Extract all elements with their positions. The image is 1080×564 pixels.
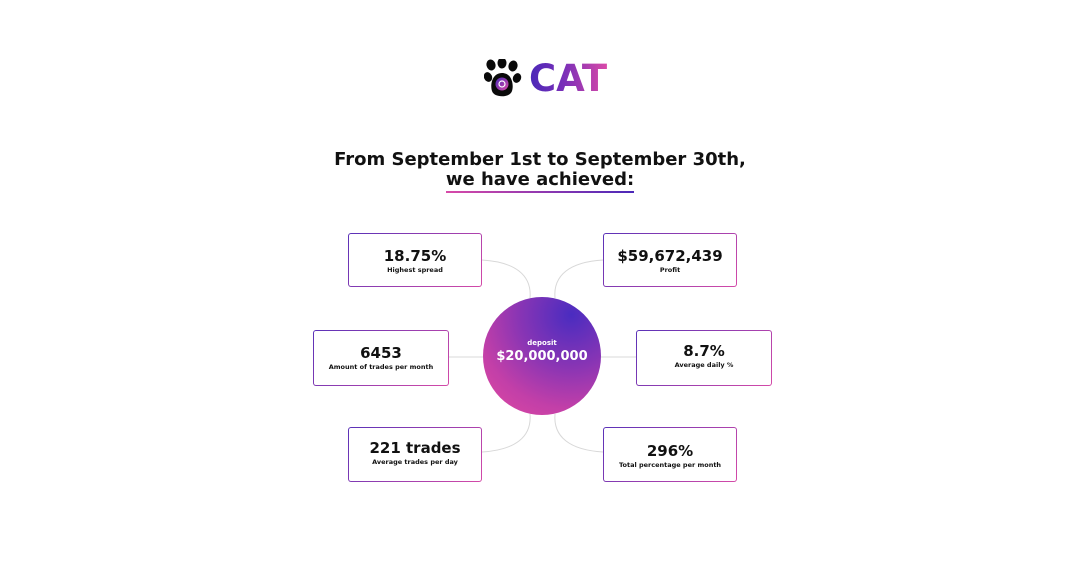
connector-bottom-right (554, 413, 604, 453)
stat-value: 18.75% (383, 247, 447, 265)
stat-card-total-percentage: 296% Total percentage per month (603, 427, 737, 482)
stat-card-trades-per-month: 6453 Amount of trades per month (313, 330, 449, 386)
stat-card-profit: $59,672,439 Profit (603, 233, 737, 287)
stat-value: $59,672,439 (617, 247, 723, 265)
brand-name: CAT (529, 57, 608, 100)
stat-label: Average daily % (674, 361, 734, 369)
stat-label: Average trades per day (372, 458, 458, 466)
stat-label: Total percentage per month (618, 461, 722, 469)
deposit-circle: deposit $20,000,000 (483, 297, 601, 415)
connector-top-right (554, 259, 604, 299)
stat-value: 8.7% (683, 342, 725, 360)
stat-card-trades-per-day: 221 trades Average trades per day (348, 427, 482, 482)
deposit-caption: deposit (527, 339, 557, 347)
deposit-amount: $20,000,000 (496, 349, 588, 364)
stat-value: 296% (646, 442, 694, 460)
stat-value: 221 trades (369, 439, 461, 457)
connector-bottom-left (481, 413, 531, 453)
page-title: From September 1st to September 30th, we… (0, 150, 1080, 193)
title-line-1: From September 1st to September 30th, (334, 149, 746, 170)
stat-label: Profit (659, 266, 681, 274)
stat-label: Highest spread (387, 266, 443, 274)
connector-top-left (481, 259, 531, 299)
stat-card-highest-spread: 18.75% Highest spread (348, 233, 482, 287)
stat-card-average-daily: 8.7% Average daily % (636, 330, 772, 386)
stat-label: Amount of trades per month (328, 363, 434, 371)
title-line-2: we have achieved: (445, 169, 635, 193)
stat-value: 6453 (360, 344, 402, 362)
brand-logo: CAT (484, 58, 607, 100)
paw-icon (484, 59, 522, 97)
